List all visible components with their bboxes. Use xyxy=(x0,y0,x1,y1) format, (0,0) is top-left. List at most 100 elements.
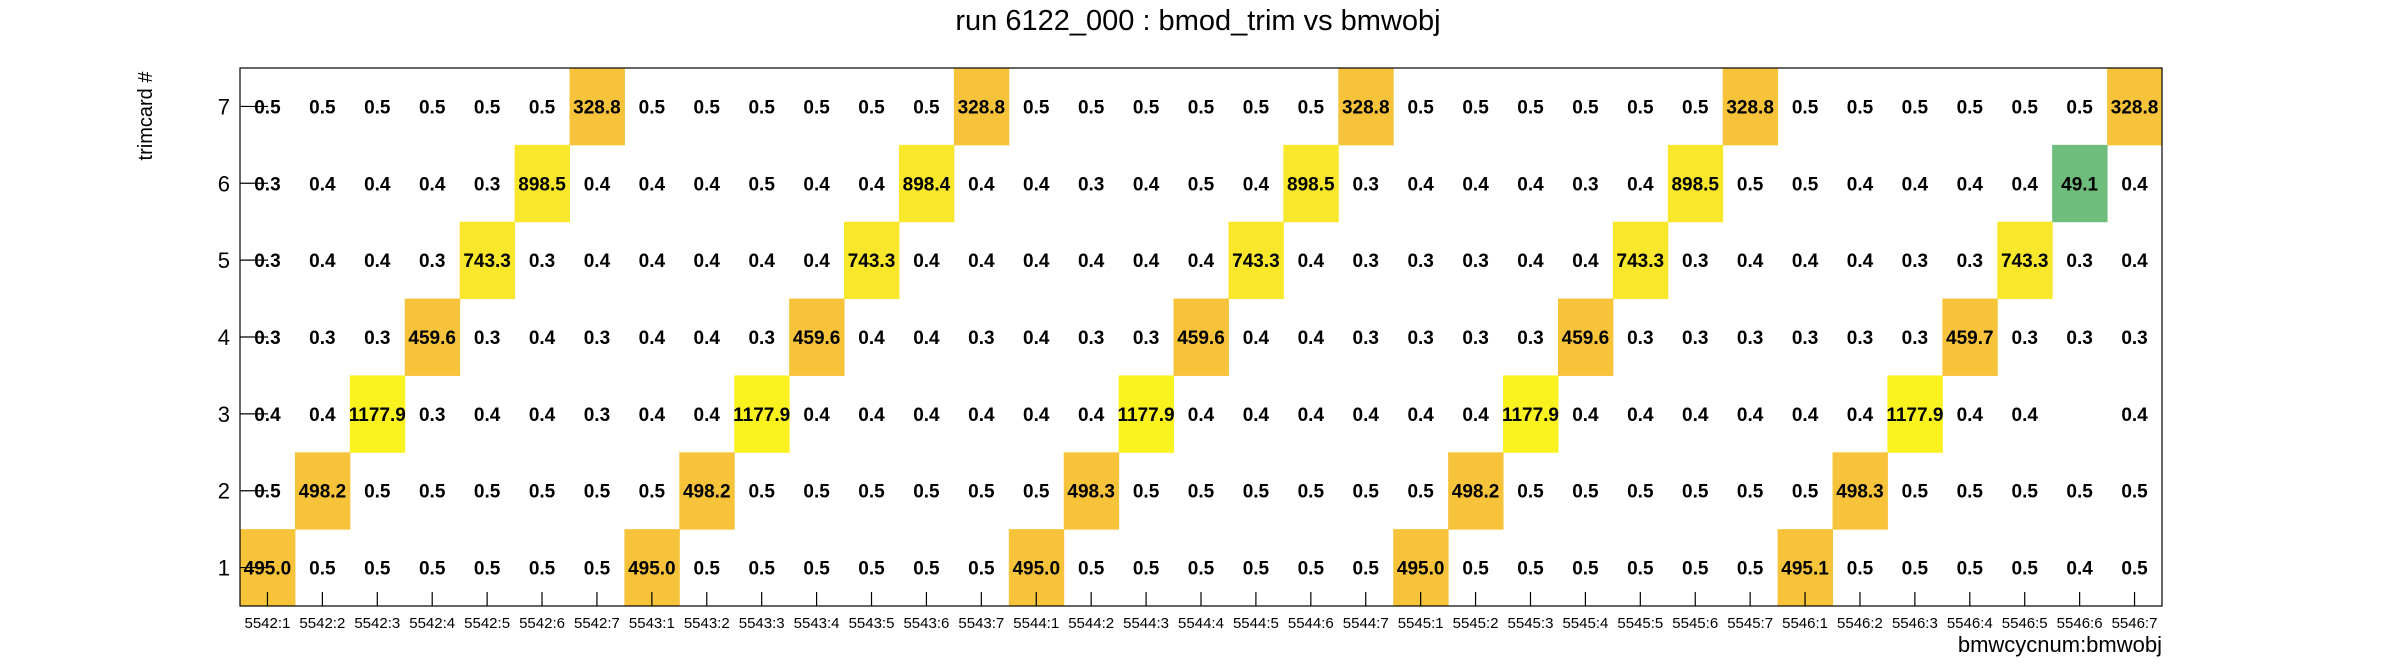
cell-value: 0.4 xyxy=(1133,251,1160,272)
cell-value: 0.4 xyxy=(1957,174,1984,195)
heatmap-cell-highlight xyxy=(2052,144,2108,223)
heatmap-cell-highlight xyxy=(1557,298,1614,376)
cell-value: 0.4 xyxy=(309,174,336,195)
cell-value: 0.4 xyxy=(1957,405,1984,426)
cell-value: 0.5 xyxy=(1133,482,1160,503)
cell-value: 0.5 xyxy=(748,559,775,580)
cell-value: 0.5 xyxy=(858,482,885,503)
y-tick-label: 3 xyxy=(218,402,230,427)
x-tick-label: 5545:1 xyxy=(1398,615,1444,632)
cell-value: 0.5 xyxy=(913,97,940,118)
cell-value: 0.4 xyxy=(1627,405,1654,426)
cell-value: 0.5 xyxy=(1298,482,1325,503)
cell-value: 0.4 xyxy=(1737,405,1764,426)
cell-value: 0.4 xyxy=(968,251,995,272)
cell-value: 0.5 xyxy=(1737,482,1764,503)
cell-value: 0.5 xyxy=(1188,482,1215,503)
x-tick-label: 5545:7 xyxy=(1727,615,1773,632)
cell-value: 0.5 xyxy=(529,559,556,580)
cell-value: 0.4 xyxy=(1792,405,1819,426)
cell-value: 0.5 xyxy=(419,559,446,580)
heatmap-cell-highlight xyxy=(1832,452,1888,530)
cell-value: 0.4 xyxy=(858,405,885,426)
x-tick-label: 5543:3 xyxy=(739,615,785,632)
cell-value: 0.5 xyxy=(364,559,391,580)
cell-value: 0.4 xyxy=(694,328,721,349)
cell-value: 0.5 xyxy=(1298,97,1325,118)
cell-value: 495.0 xyxy=(1012,559,1060,580)
cell-value: 0.5 xyxy=(1902,559,1929,580)
cell-value: 459.6 xyxy=(408,328,456,349)
cell-value: 0.5 xyxy=(529,482,556,503)
cell-value: 459.6 xyxy=(793,328,841,349)
x-tick-label: 5545:5 xyxy=(1617,615,1663,632)
cell-value: 0.4 xyxy=(1133,174,1160,195)
cell-value: 0.4 xyxy=(968,405,995,426)
cell-value: 0.5 xyxy=(1902,97,1929,118)
cell-value: 0.5 xyxy=(474,97,501,118)
cell-value: 0.4 xyxy=(2012,174,2039,195)
cell-value: 0.4 xyxy=(1023,174,1050,195)
cell-value: 0.3 xyxy=(254,251,280,272)
heatmap-cell-highlight xyxy=(1283,144,1339,223)
cell-value: 0.5 xyxy=(1737,559,1764,580)
cell-value: 0.5 xyxy=(1407,97,1434,118)
cell-value: 328.8 xyxy=(1726,97,1774,118)
x-tick-label: 5546:1 xyxy=(1782,615,1828,632)
cell-value: 0.5 xyxy=(803,559,830,580)
cell-value-labels: 0.5 0.5 0.5 0.5 0.5 0.5 328.8 0.5 0.5 0.5 0.5 0.5 0.… xyxy=(244,97,2159,579)
cell-value: 0.5 xyxy=(748,97,775,118)
cell-value: 0.3 xyxy=(1902,328,1928,349)
cell-value: 0.3 xyxy=(2012,328,2038,349)
cell-value: 0.4 xyxy=(364,251,391,272)
cell-value: 0.4 xyxy=(2121,174,2148,195)
cell-value: 0.5 xyxy=(803,482,830,503)
cell-value: 743.3 xyxy=(2001,251,2049,272)
cell-value: 0.5 xyxy=(1517,97,1544,118)
x-tick-label: 5545:2 xyxy=(1453,615,1499,632)
x-tick-label: 5546:3 xyxy=(1892,615,1938,632)
cell-value: 743.3 xyxy=(1232,251,1280,272)
cell-value: 0.4 xyxy=(474,405,501,426)
cell-value: 0.5 xyxy=(1957,482,1984,503)
cell-value: 0.5 xyxy=(1572,97,1599,118)
cell-value: 0.3 xyxy=(419,251,445,272)
x-tick-label: 5542:1 xyxy=(245,615,291,632)
cell-value: 0.5 xyxy=(1682,559,1709,580)
heatmap-cell-highlight xyxy=(953,68,1010,146)
cell-value: 0.4 xyxy=(803,251,830,272)
x-tick-label: 5546:7 xyxy=(2112,615,2158,632)
cell-value: 0.4 xyxy=(1627,174,1654,195)
cell-value: 0.3 xyxy=(1737,328,1763,349)
heatmap-cell-highlight xyxy=(569,68,625,146)
cell-value: 0.5 xyxy=(1957,559,1984,580)
x-axis-label: bmwcycnum:bmwobj xyxy=(1958,632,2162,657)
heatmap-cell-highlight xyxy=(1448,452,1504,530)
cell-value: 0.5 xyxy=(1462,97,1489,118)
y-tick-label: 5 xyxy=(218,248,230,273)
x-tick-label: 5544:7 xyxy=(1343,615,1389,632)
cell-value: 0.4 xyxy=(1847,174,1874,195)
heatmap-cell-highlight xyxy=(1612,221,1669,300)
cell-value: 0.5 xyxy=(584,559,611,580)
cell-value: 0.5 xyxy=(1023,482,1050,503)
x-tick-label: 5546:4 xyxy=(1947,615,1993,632)
cell-value: 498.3 xyxy=(1836,482,1884,503)
cell-value: 0.5 xyxy=(2066,97,2093,118)
cell-value: 0.5 xyxy=(1353,482,1380,503)
cell-value: 0.3 xyxy=(1078,328,1104,349)
cell-value: 0.3 xyxy=(474,328,500,349)
cell-value: 0.4 xyxy=(1023,328,1050,349)
cell-value: 0.3 xyxy=(584,328,610,349)
cell-value: 0.5 xyxy=(1407,482,1434,503)
x-tick-label: 5542:7 xyxy=(574,615,620,632)
cell-value: 0.3 xyxy=(1353,328,1379,349)
cell-value: 0.4 xyxy=(913,328,940,349)
heatmap-cell-highlight xyxy=(349,375,406,453)
cell-value: 0.3 xyxy=(2066,251,2092,272)
heatmap-cell-highlight xyxy=(1338,68,1394,146)
cell-value: 0.5 xyxy=(1462,559,1489,580)
x-tick-label: 5542:6 xyxy=(519,615,565,632)
cell-value: 0.5 xyxy=(1188,559,1215,580)
x-tick-label: 5545:3 xyxy=(1508,615,1554,632)
